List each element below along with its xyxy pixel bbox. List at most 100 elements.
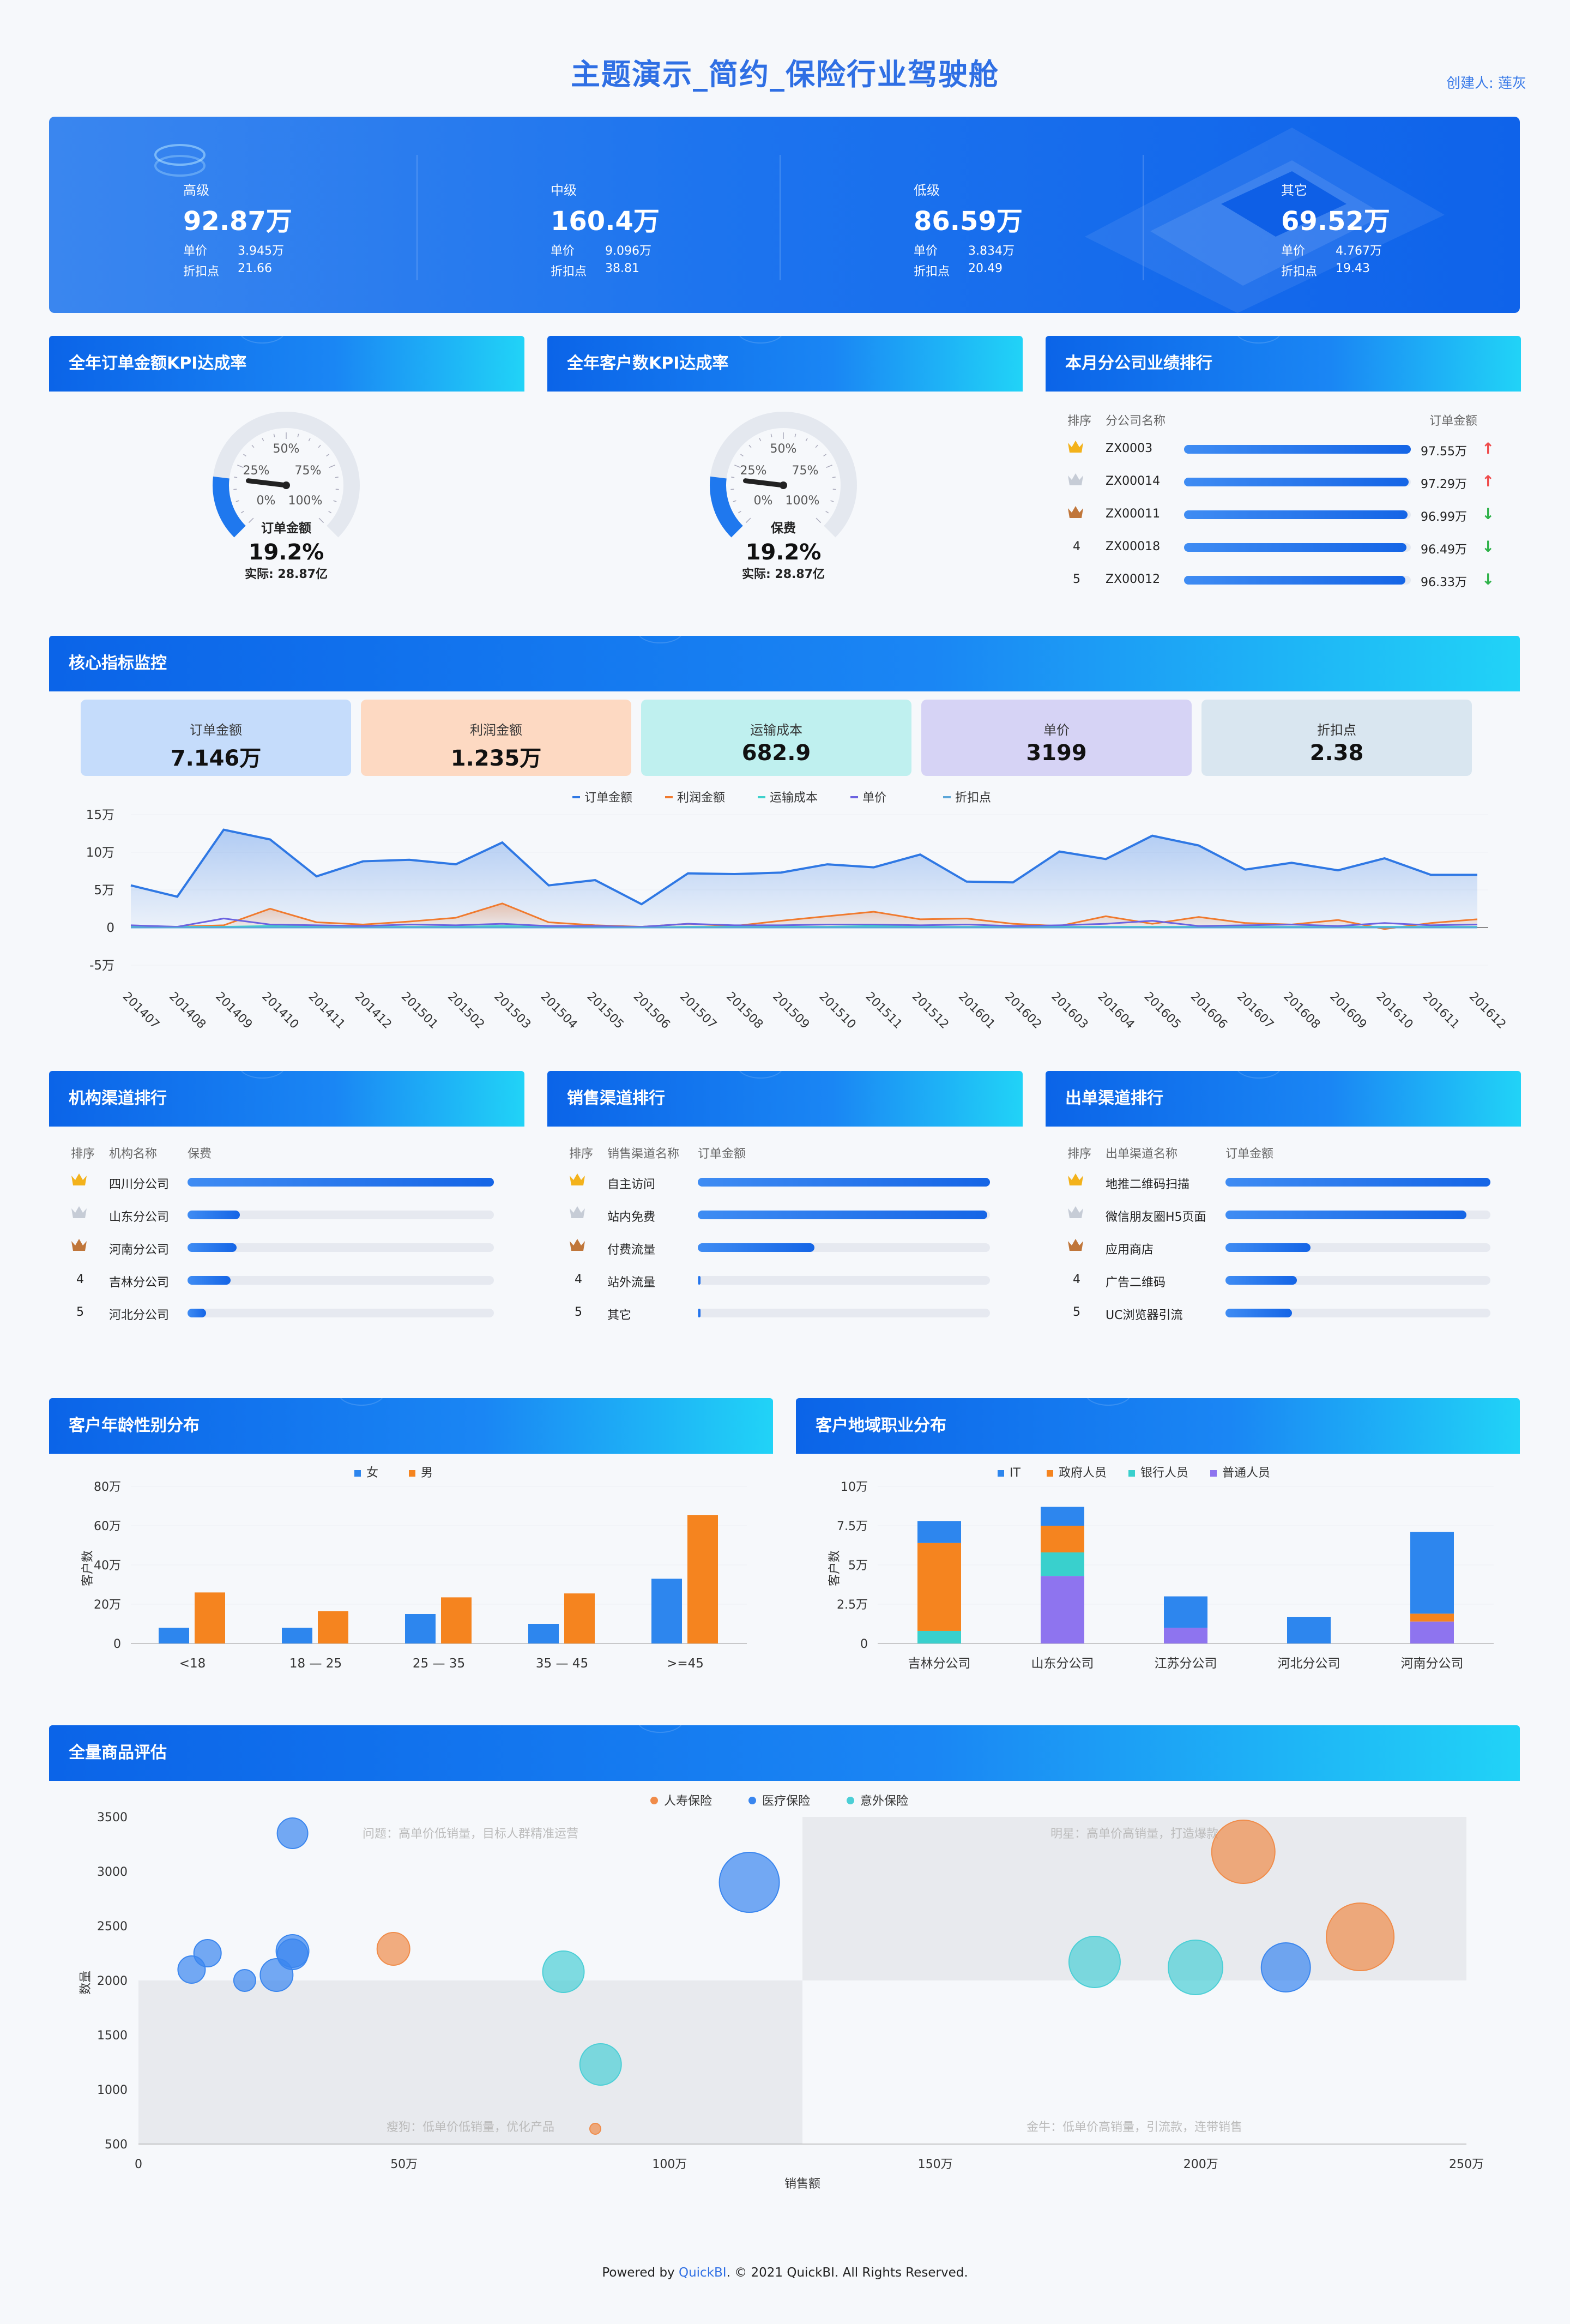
footer: Powered by QuickBI. © 2021 QuickBI. All … [602, 2266, 968, 2280]
banner-decoration [154, 128, 1445, 313]
legend-label: 单价 [862, 791, 886, 805]
bar-银行人员 [917, 1630, 961, 1643]
legend-marker [847, 1797, 854, 1804]
gauge-tick [823, 454, 826, 457]
gauge-tick-label: 25% [740, 464, 767, 478]
x-tick-label: 201607 [1234, 990, 1276, 1032]
legend-marker [409, 1470, 415, 1477]
y-axis-title: 客户数 [81, 1550, 95, 1586]
bubble-意外保险 [1168, 1940, 1224, 1995]
gauge-actual: 实际: 28.87亿 [742, 567, 825, 581]
quadrant-label: 明星：高单价高销量，打造爆款 [1050, 1827, 1218, 1841]
branch-amount: 97.55万 [1421, 445, 1467, 459]
x-tick-label: 201601 [956, 990, 998, 1032]
legend-label: 折扣点 [955, 791, 991, 805]
y-tick-label: 0 [860, 1637, 868, 1651]
customer-kpi-gauge: 0% 25%50% 75% 100% 保费 19.2% 实际: 28.87亿 [710, 412, 857, 581]
x-tick-label: 吉林分公司 [908, 1657, 971, 1671]
y-tick-label: 10万 [86, 846, 114, 860]
y-tick-label: -5万 [89, 959, 114, 973]
gauge-tick-label: 50% [770, 442, 797, 456]
legend-marker [1128, 1470, 1135, 1477]
bar-女 [405, 1614, 436, 1643]
x-tick-label: 201506 [631, 990, 673, 1032]
org-channel-ranking: 排序 机构名称 保费 四川分公司 山东分公司 河南分公司 4 吉林分公司 5 河北分公司 [49, 1127, 524, 1345]
bubble-医疗保险 [276, 1817, 309, 1849]
bronze-crown-icon [570, 1239, 585, 1251]
x-tick-label: 201612 [1466, 990, 1508, 1032]
x-tick-label: 50万 [390, 2158, 418, 2171]
gauge-tick-label: 50% [273, 442, 300, 456]
arrow-down-icon: ↓ [1482, 505, 1495, 523]
x-tick-label: 201502 [445, 990, 487, 1032]
gauge-tick [262, 438, 264, 442]
legend-marker [1047, 1470, 1053, 1477]
branch-name: ZX00018 [1106, 540, 1161, 553]
bar-fill [188, 1178, 494, 1187]
x-tick-label: 25 — 35 [413, 1657, 465, 1671]
bubble-人寿保险 [589, 2123, 601, 2135]
branch-amount: 96.99万 [1421, 510, 1467, 524]
bar-普通人员 [1164, 1628, 1207, 1643]
rank-number: 4 [76, 1273, 84, 1286]
x-tick-label: >=45 [667, 1657, 704, 1671]
bar-fill [1184, 510, 1408, 519]
y-tick-label: 20万 [94, 1598, 121, 1612]
x-tick-label: 201509 [770, 990, 812, 1032]
bar-track [188, 1309, 494, 1317]
order-kpi-gauge: 0% 25%50% 75% 100% 订单金额 19.2% 实际: 28.87亿 [213, 412, 360, 581]
branch-amount: 97.29万 [1421, 478, 1467, 491]
branch-ranking-list: 排序 分公司名称 订单金额 ZX0003 97.55万 ↑ ZX00014 97.29万… [1067, 414, 1495, 589]
kpi-shipping-cost: 运输成本 682.9 [641, 700, 911, 776]
bar-fill [1225, 1243, 1311, 1252]
quadrant-label: 问题：高单价低销量，目标人群精准运营 [363, 1827, 578, 1841]
gauge-name: 保费 [770, 521, 796, 535]
panel-header-branch-ranking: 本月分公司业绩排行 [1046, 336, 1521, 392]
legend-marker [650, 1797, 658, 1804]
y-tick-label: 40万 [94, 1559, 121, 1573]
bar-女 [651, 1579, 682, 1643]
bar-track [188, 1276, 494, 1285]
bar-男 [687, 1515, 718, 1643]
quadrant-label: 瘦狗：低单价低销量，优化产品 [387, 2121, 554, 2134]
rank-number: 5 [1073, 1305, 1080, 1319]
arrow-down-icon: ↓ [1482, 570, 1495, 588]
silver-crown-icon [71, 1206, 87, 1218]
sales-channel-ranking: 排序 销售渠道名称 订单金额 自主访问 站内免费 付费流量 4 站外流量 5 其它 [547, 1127, 1023, 1345]
panel-header-issue-channel: 出单渠道排行 [1046, 1071, 1521, 1127]
bubble-意外保险 [542, 1950, 585, 1993]
y-tick-label: 500 [105, 2138, 128, 2152]
x-tick-label: 200万 [1183, 2158, 1218, 2171]
gauge-name: 订单金额 [261, 521, 311, 535]
kpi-discount: 折扣点 2.38 [1201, 700, 1472, 776]
panel-header-region-job: 客户地域职业分布 [796, 1398, 1520, 1454]
channel-name: 站内免费 [607, 1211, 656, 1224]
series-line-利润金额 [130, 902, 1478, 930]
x-tick-label: 201505 [584, 990, 626, 1032]
bar-政府人员 [917, 1543, 961, 1631]
x-tick-label: 18 — 25 [289, 1657, 342, 1671]
gauge-tick [832, 477, 836, 478]
bar-fill [1225, 1211, 1467, 1219]
quadrant-dog [138, 1980, 802, 2144]
gauge-tick [738, 510, 741, 514]
bar-fill [188, 1276, 231, 1285]
x-tick-label: 201604 [1095, 990, 1137, 1032]
bar-银行人员 [1041, 1552, 1084, 1576]
x-tick-label: 河南分公司 [1401, 1657, 1464, 1671]
y-tick-label: 5万 [848, 1559, 868, 1573]
gauge-tick-label: 100% [786, 494, 820, 508]
y-tick-label: 60万 [94, 1520, 121, 1533]
gauge-tick-label: 75% [295, 464, 322, 478]
quickbi-link[interactable]: QuickBI [678, 2266, 727, 2280]
bar-普通人员 [1041, 1576, 1084, 1643]
rank-number: 4 [575, 1273, 582, 1286]
bronze-crown-icon [1068, 1239, 1083, 1251]
legend-label: 医疗保险 [762, 1795, 810, 1808]
x-tick-label: 201412 [352, 990, 394, 1032]
bar-fill [698, 1178, 990, 1187]
x-tick-label: 201411 [306, 990, 348, 1032]
legend-label: 男 [421, 1466, 433, 1480]
bar-fill [698, 1243, 815, 1252]
x-tick-label: 山东分公司 [1031, 1657, 1094, 1671]
